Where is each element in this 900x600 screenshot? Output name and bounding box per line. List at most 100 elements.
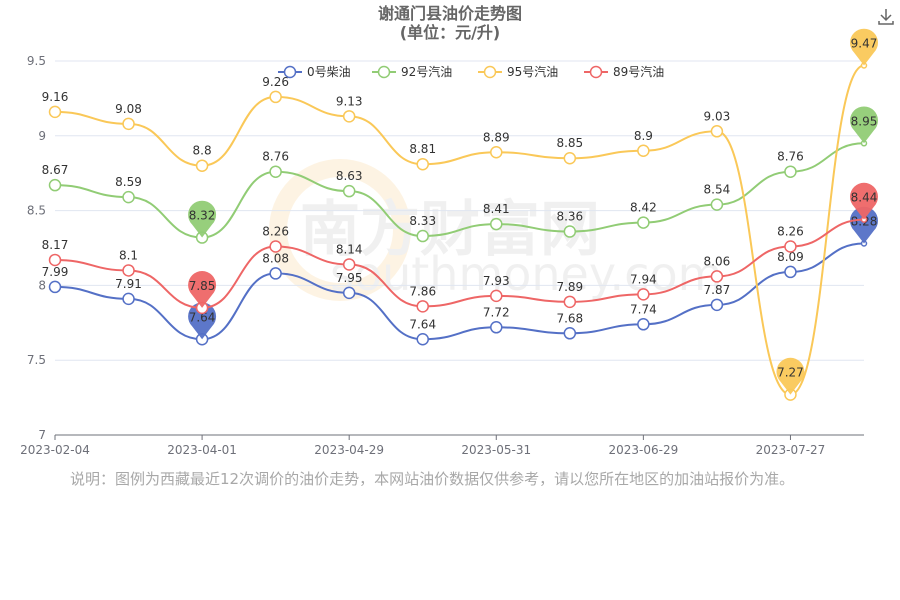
chart-note: 说明：图例为西藏最近12次调价的油价走势，本网站油价数据仅供参考，请以您所在地区…: [70, 470, 795, 488]
legend-item-0[interactable]: 0号柴油: [278, 65, 351, 79]
data-label: 7.89: [556, 280, 583, 294]
data-label: 8.17: [42, 238, 69, 252]
series-3: 8.17 8.1 8.26 8.14 7.86 7.93 7.89 7.94 8.06 8.26 8…: [42, 182, 879, 315]
min-pin-label: 7.64: [189, 310, 216, 324]
data-point[interactable]: [342, 258, 356, 271]
data-point[interactable]: [48, 280, 62, 294]
legend-label: 89号汽油: [613, 64, 664, 79]
data-label: 8.9: [634, 129, 653, 143]
legend-item-3[interactable]: 89号汽油: [584, 64, 664, 79]
legend-item-1[interactable]: 92号汽油: [372, 64, 452, 79]
x-tick-label: 2023-04-29: [314, 443, 384, 457]
x-tick-label: 2023-05-31: [461, 443, 531, 457]
data-point[interactable]: [784, 165, 797, 178]
data-label: 8.36: [556, 210, 583, 224]
min-pin-label: 7.27: [777, 366, 804, 380]
data-point[interactable]: [490, 289, 503, 303]
data-point[interactable]: [342, 110, 356, 123]
min-pin-marker: [188, 271, 217, 308]
data-label: 7.74: [630, 302, 657, 316]
data-label: 8.67: [42, 163, 69, 177]
data-point[interactable]: [563, 225, 577, 238]
data-point[interactable]: [637, 318, 650, 331]
data-point[interactable]: [563, 327, 577, 340]
data-point[interactable]: [416, 300, 429, 313]
download-icon[interactable]: [876, 6, 896, 26]
legend-label: 95号汽油: [507, 64, 558, 79]
data-point[interactable]: [637, 288, 650, 301]
data-label: 8.33: [409, 214, 436, 228]
y-tick-label: 7.5: [27, 353, 46, 367]
y-tick-label: 7: [38, 428, 46, 442]
data-label: 8.06: [704, 254, 731, 268]
min-pin: 7.85: [188, 271, 217, 308]
x-tick-label: 2023-07-27: [756, 443, 826, 457]
series-line: [54, 218, 865, 309]
min-pin-label: 7.85: [189, 279, 216, 293]
data-label: 9.13: [336, 94, 363, 108]
max-pin-marker: [850, 206, 879, 244]
x-tick-label: 2023-02-04: [20, 443, 90, 457]
data-point[interactable]: [784, 240, 797, 253]
data-point[interactable]: [710, 270, 724, 283]
data-label: 8.76: [262, 150, 289, 164]
chart-title: 谢通门县油价走势图: [378, 4, 522, 23]
data-label: 8.63: [336, 169, 363, 183]
legend-item-2[interactable]: 95号汽油: [478, 64, 558, 79]
data-point[interactable]: [710, 125, 724, 138]
data-point[interactable]: [269, 240, 282, 253]
data-point[interactable]: [710, 298, 724, 312]
data-point[interactable]: [122, 117, 135, 131]
data-point[interactable]: [416, 333, 429, 346]
min-pin-marker: [188, 200, 217, 238]
y-tick-label: 9.5: [27, 54, 46, 68]
legend-label: 92号汽油: [401, 64, 452, 79]
chart-subtitle: (单位：元/升): [400, 23, 500, 42]
min-pin: 7.27: [776, 357, 805, 395]
legend-label: 0号柴油: [307, 65, 351, 79]
data-point[interactable]: [490, 321, 503, 334]
legend[interactable]: 0号柴油 92号汽油 95号汽油 89号汽油: [278, 64, 664, 79]
data-point[interactable]: [122, 264, 135, 277]
data-point[interactable]: [269, 165, 282, 178]
data-point[interactable]: [269, 267, 282, 280]
data-label: 7.93: [483, 274, 510, 288]
legend-marker: [377, 65, 391, 79]
data-point[interactable]: [48, 178, 62, 192]
series-0: 7.99 7.91 8.08 7.95 7.64 7.72 7.68 7.74 7.87 8.09…: [42, 206, 879, 346]
max-pin: 9.47: [850, 28, 879, 66]
data-label: 8.26: [262, 225, 289, 239]
data-label: 7.86: [409, 284, 436, 298]
data-point[interactable]: [122, 292, 135, 306]
data-point[interactable]: [784, 265, 797, 279]
data-point[interactable]: [342, 184, 356, 198]
data-label: 8.26: [777, 225, 804, 239]
data-point[interactable]: [48, 105, 62, 119]
data-point[interactable]: [269, 90, 282, 104]
data-point[interactable]: [637, 144, 650, 158]
data-point[interactable]: [122, 190, 135, 204]
y-tick-label: 8: [38, 278, 46, 292]
max-pin: 8.44: [850, 182, 879, 220]
data-point[interactable]: [490, 146, 503, 159]
data-label: 8.1: [119, 248, 138, 262]
data-point[interactable]: [48, 253, 62, 267]
max-pin-label: 8.95: [851, 114, 878, 128]
y-tick-label: 9: [38, 129, 46, 143]
min-pin-marker: [188, 302, 217, 340]
data-point[interactable]: [416, 157, 429, 171]
data-point[interactable]: [563, 151, 577, 165]
data-point[interactable]: [490, 217, 503, 231]
data-point[interactable]: [637, 216, 650, 229]
min-pin-label: 8.32: [189, 209, 216, 223]
grid: [55, 60, 864, 436]
data-point[interactable]: [416, 229, 429, 243]
legend-marker: [589, 65, 603, 79]
data-point[interactable]: [342, 286, 356, 300]
data-point[interactable]: [710, 198, 724, 211]
data-point[interactable]: [563, 295, 577, 309]
data-point[interactable]: [195, 159, 209, 172]
data-label: 8.09: [777, 250, 804, 264]
data-label: 8.76: [777, 150, 804, 164]
